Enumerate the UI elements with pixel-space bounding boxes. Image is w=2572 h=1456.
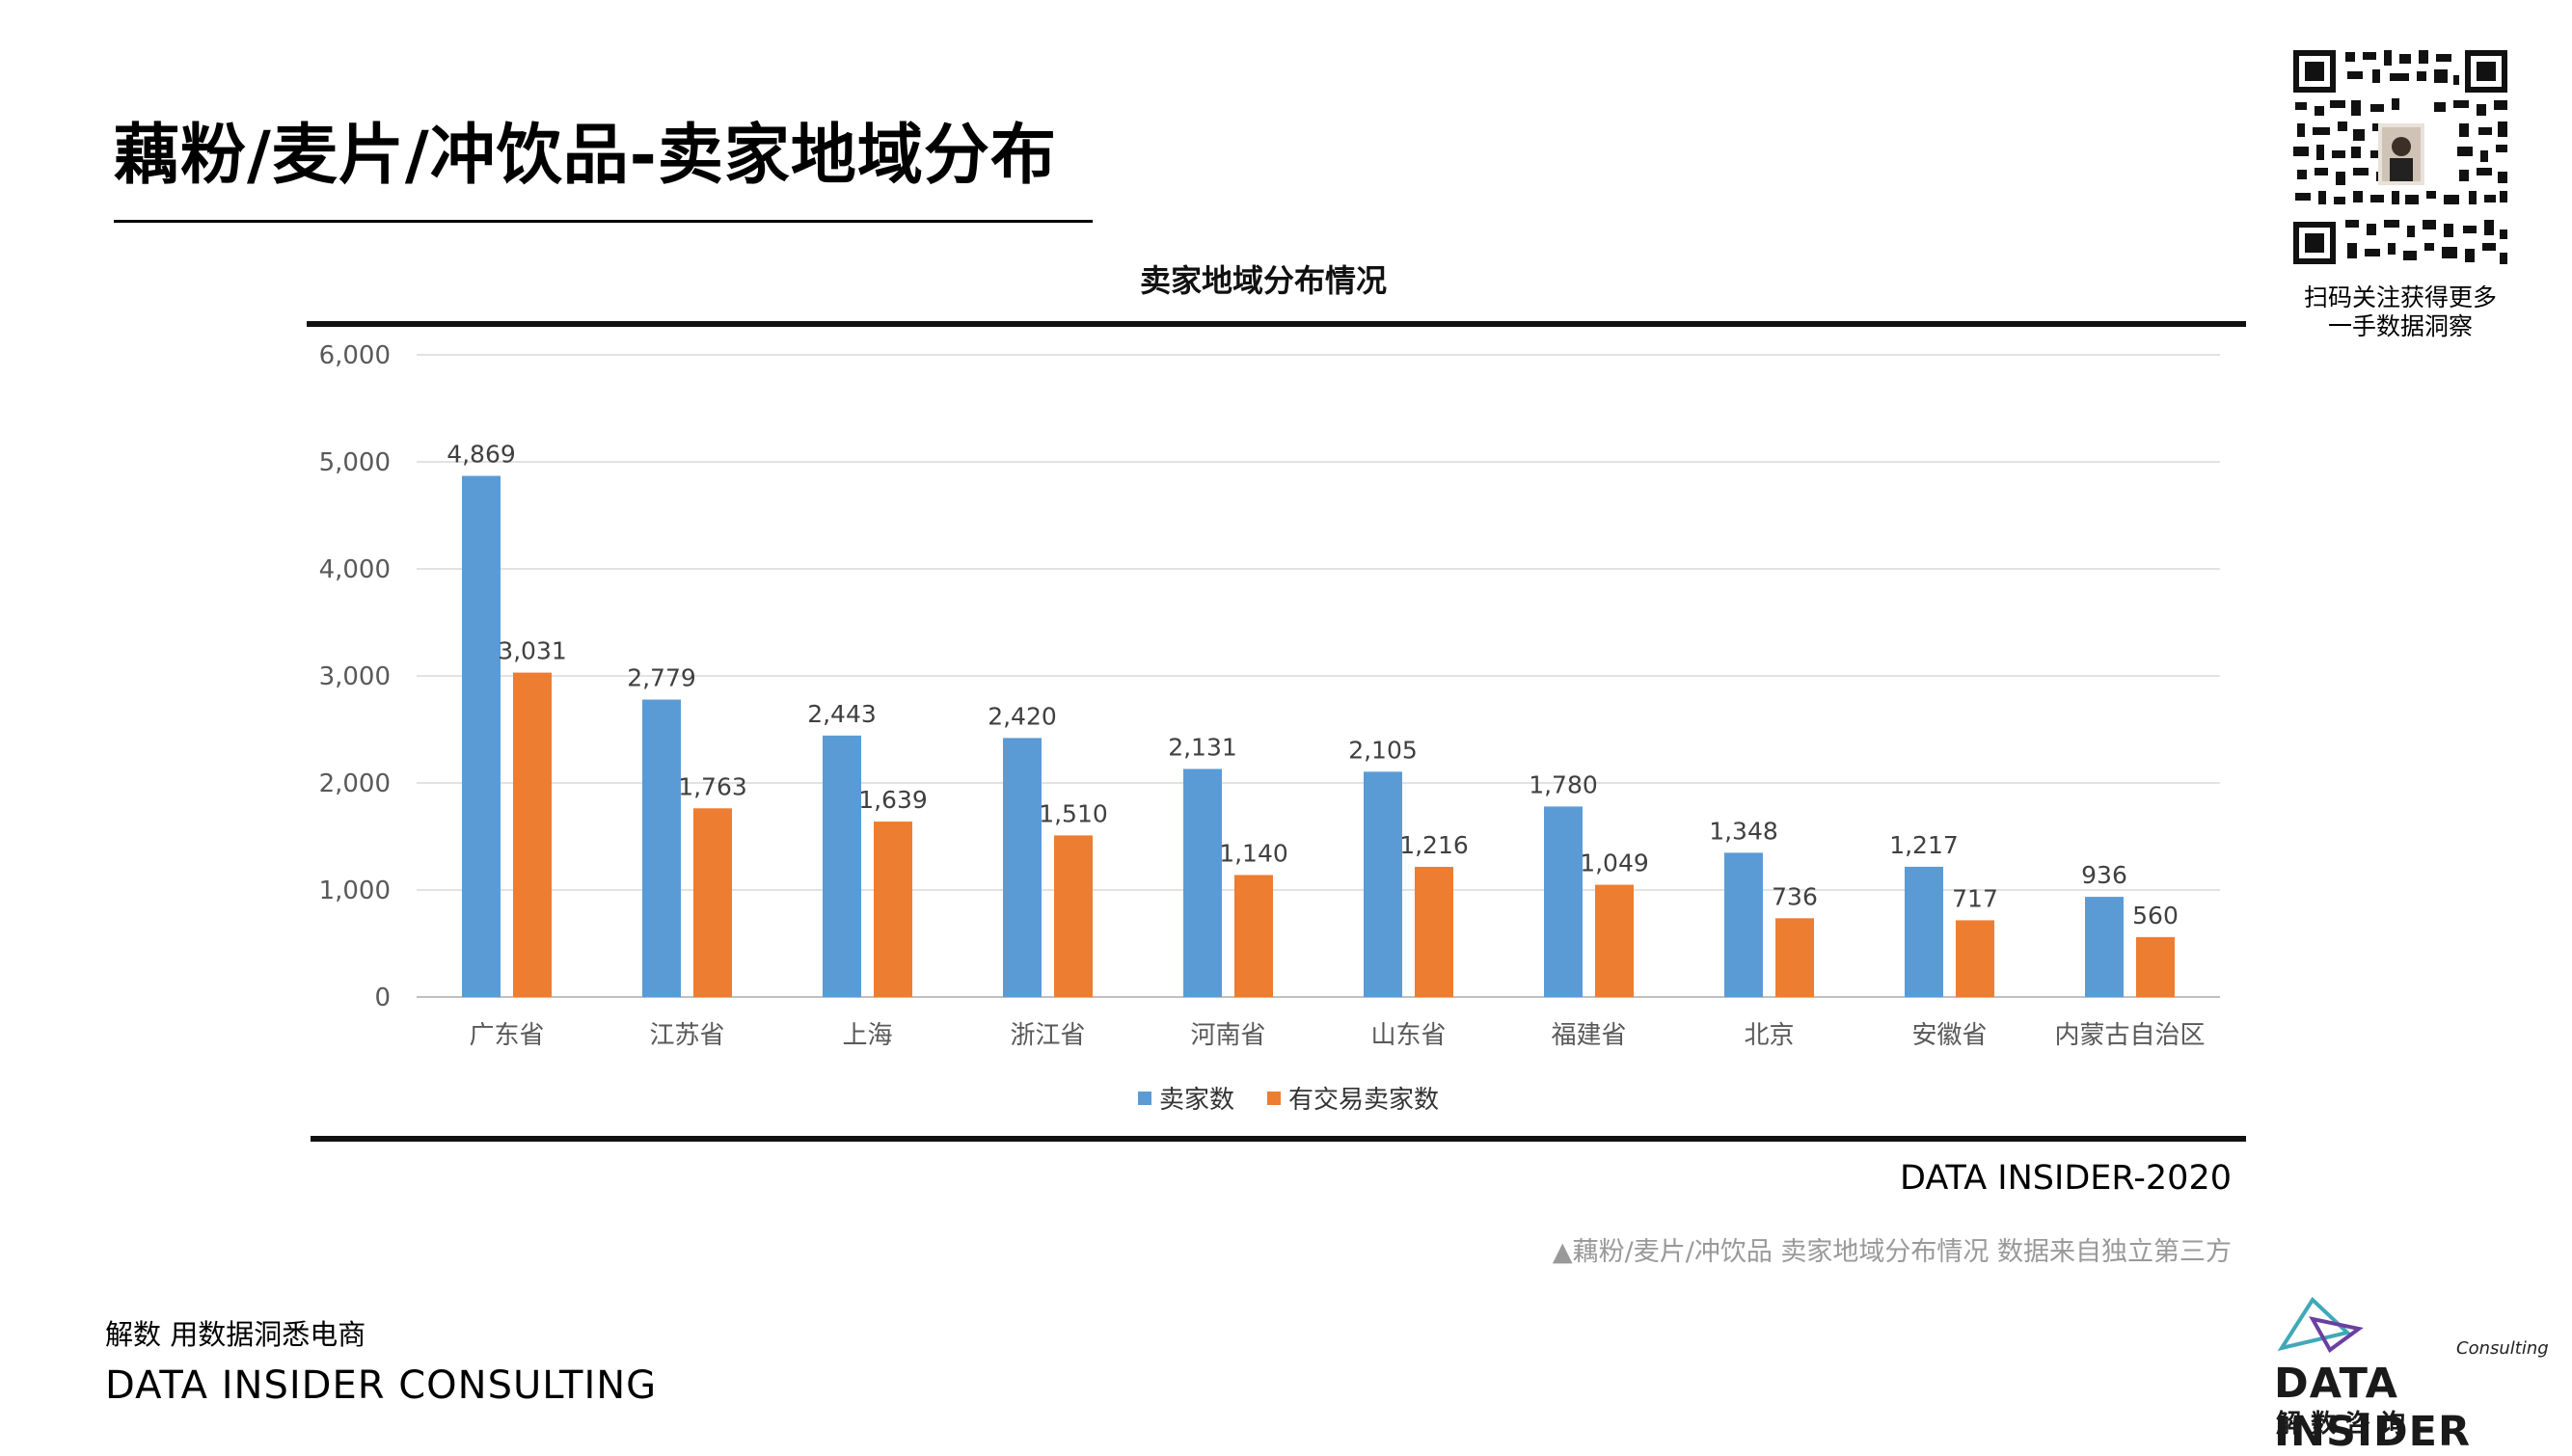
bar-sellers: [1905, 866, 1943, 997]
data-label: 2,779: [627, 664, 696, 692]
qr-caption-line2: 一手数据洞察: [2327, 312, 2473, 340]
y-tick-label: 1,000: [319, 876, 391, 905]
legend-swatch-series2: [1267, 1091, 1282, 1105]
logo-consulting-text: Consulting: [2456, 1338, 2549, 1359]
x-tick-label: 内蒙古自治区: [2054, 1021, 2205, 1050]
legend-item-series2: 有交易卖家数: [1267, 1080, 1439, 1116]
y-tick-label: 4,000: [319, 555, 391, 584]
x-tick-label: 山东省: [1370, 1021, 1446, 1050]
y-tick-label: 3,000: [319, 662, 391, 691]
x-tick-label: 河南省: [1190, 1021, 1265, 1050]
x-tick-label: 福建省: [1551, 1021, 1626, 1050]
chart-title: 卖家地域分布情况: [1139, 262, 1387, 299]
qr-caption-line1: 扫码关注获得更多: [2303, 283, 2497, 311]
data-label: 717: [1952, 884, 1998, 912]
bar-trading-sellers: [1415, 867, 1453, 997]
data-insider-logo-icon: [2277, 1296, 2364, 1353]
data-label: 736: [1772, 882, 1818, 910]
y-tick-label: 0: [374, 984, 391, 1012]
chart-top-rule: [307, 321, 2246, 327]
data-label: 3,031: [498, 637, 567, 665]
data-label: 1,639: [858, 786, 928, 814]
data-label: 936: [2081, 861, 2127, 889]
data-label: 1,763: [678, 772, 747, 800]
chart-note: ▲藕粉/麦片/冲饮品 卖家地域分布情况 数据来自独立第三方: [1552, 1237, 2232, 1267]
title-underline: [114, 220, 1093, 223]
x-tick-label: 上海: [842, 1021, 892, 1050]
slogan: 解数 用数据洞悉电商: [105, 1318, 366, 1351]
page-title: 藕粉/麦片/冲饮品-卖家地域分布: [114, 118, 1057, 194]
data-label: 1,780: [1529, 770, 1598, 798]
bar-trading-sellers: [693, 808, 732, 997]
data-label: 1,049: [1580, 849, 1649, 877]
bar-trading-sellers: [1956, 920, 1994, 997]
legend-label-series2: 有交易卖家数: [1288, 1086, 1440, 1115]
legend-item-series1: 卖家数: [1138, 1080, 1234, 1116]
bar-sellers: [1183, 768, 1222, 997]
bar-sellers: [2085, 897, 2124, 997]
y-tick-label: 6,000: [319, 341, 391, 370]
data-label: 2,105: [1348, 736, 1418, 764]
bar-sellers: [1544, 806, 1583, 997]
bar-trading-sellers: [1595, 884, 1634, 997]
legend-swatch-series1: [1138, 1091, 1151, 1105]
data-label: 4,869: [447, 441, 516, 469]
bar-sellers: [1724, 852, 1763, 997]
legend-label-series1: 卖家数: [1159, 1086, 1235, 1115]
bar-sellers: [642, 699, 681, 997]
chart-bottom-rule: [311, 1136, 2246, 1142]
bar-trading-sellers: [2136, 936, 2175, 997]
qr-caption: 扫码关注获得更多 一手数据洞察: [2261, 283, 2540, 341]
x-tick-label: 北京: [1744, 1021, 1794, 1050]
chart-legend: 卖家数 有交易卖家数: [1138, 1080, 1439, 1116]
bar-sellers: [462, 475, 501, 997]
y-tick-label: 5,000: [319, 448, 391, 477]
data-label: 1,216: [1399, 831, 1469, 859]
data-label: 1,140: [1219, 839, 1288, 867]
data-label: 1,217: [1889, 831, 1959, 859]
x-tick-label: 广东省: [469, 1021, 544, 1050]
bar-trading-sellers: [1775, 918, 1814, 997]
data-label: 2,131: [1168, 733, 1237, 761]
x-tick-label: 浙江省: [1010, 1021, 1085, 1050]
data-label: 560: [2132, 902, 2179, 930]
source-tag: DATA INSIDER-2020: [1899, 1159, 2232, 1198]
bar-trading-sellers: [1234, 875, 1273, 997]
bar-sellers: [1003, 738, 1042, 997]
data-label: 2,420: [988, 702, 1057, 730]
bar-sellers: [1364, 771, 1402, 997]
bar-trading-sellers: [513, 672, 552, 997]
data-label: 2,443: [807, 700, 877, 728]
bar-sellers: [823, 735, 861, 997]
data-label: 1,348: [1709, 817, 1778, 845]
logo-sub-text: 解数咨询: [2276, 1410, 2416, 1439]
data-label: 1,510: [1039, 799, 1108, 827]
bar-trading-sellers: [1054, 835, 1093, 997]
company-name: DATA INSIDER CONSULTING: [105, 1363, 658, 1408]
y-tick-label: 2,000: [319, 769, 391, 798]
bar-trading-sellers: [874, 822, 912, 997]
qr-code-icon: [2289, 46, 2511, 268]
x-tick-label: 江苏省: [649, 1021, 724, 1050]
x-tick-label: 安徽省: [1911, 1021, 1987, 1050]
